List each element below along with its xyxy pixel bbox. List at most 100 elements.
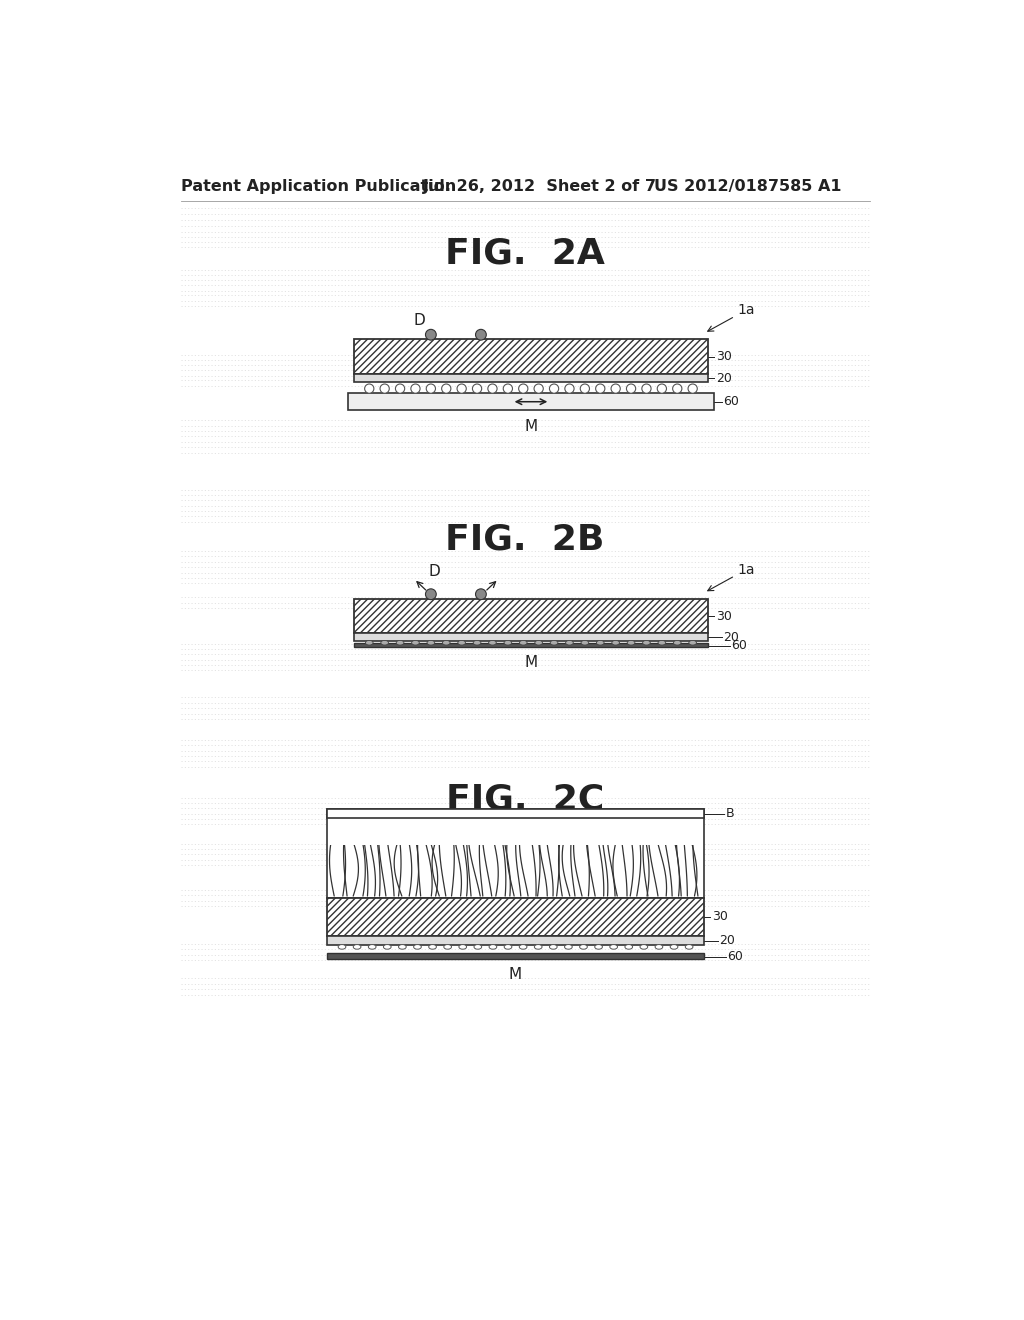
Circle shape (475, 330, 486, 341)
Ellipse shape (443, 945, 452, 949)
Text: 30: 30 (716, 350, 731, 363)
Text: M: M (509, 966, 522, 982)
Ellipse shape (488, 640, 497, 645)
Bar (327, 809, 705, 898)
Text: M: M (524, 655, 538, 671)
Text: 1a: 1a (737, 304, 755, 317)
Circle shape (627, 384, 636, 393)
Ellipse shape (625, 945, 633, 949)
Ellipse shape (353, 945, 360, 949)
Circle shape (425, 589, 436, 599)
Ellipse shape (473, 640, 481, 645)
Text: 1a: 1a (737, 562, 755, 577)
Circle shape (441, 384, 451, 393)
Ellipse shape (519, 945, 527, 949)
Circle shape (535, 384, 544, 393)
Bar (327, 898, 705, 936)
Ellipse shape (580, 945, 588, 949)
Text: FIG.  2B: FIG. 2B (445, 523, 604, 557)
Ellipse shape (396, 640, 403, 645)
Ellipse shape (643, 640, 650, 645)
Bar (354, 643, 708, 647)
Ellipse shape (519, 640, 527, 645)
Ellipse shape (369, 945, 376, 949)
Text: FIG.  2A: FIG. 2A (444, 236, 605, 271)
Text: 30: 30 (712, 911, 728, 924)
Ellipse shape (442, 640, 451, 645)
Bar (354, 634, 708, 642)
Circle shape (411, 384, 420, 393)
Circle shape (365, 384, 374, 393)
Ellipse shape (658, 640, 666, 645)
Ellipse shape (550, 945, 557, 949)
Ellipse shape (535, 640, 543, 645)
Ellipse shape (366, 640, 373, 645)
Text: 20: 20 (720, 935, 735, 948)
Ellipse shape (414, 945, 421, 949)
Circle shape (642, 384, 651, 393)
Ellipse shape (670, 945, 678, 949)
Text: D: D (414, 313, 425, 327)
Text: B: B (726, 807, 734, 820)
Ellipse shape (338, 945, 346, 949)
Ellipse shape (611, 640, 620, 645)
Ellipse shape (535, 945, 542, 949)
Circle shape (518, 384, 528, 393)
Circle shape (395, 384, 404, 393)
Text: 60: 60 (731, 639, 748, 652)
Ellipse shape (581, 640, 589, 645)
Ellipse shape (640, 945, 648, 949)
Ellipse shape (685, 945, 693, 949)
Ellipse shape (565, 640, 573, 645)
Ellipse shape (489, 945, 497, 949)
Circle shape (550, 384, 559, 393)
Ellipse shape (474, 945, 481, 949)
Text: 60: 60 (727, 950, 743, 964)
Ellipse shape (427, 640, 435, 645)
Circle shape (487, 384, 497, 393)
Circle shape (426, 384, 435, 393)
Circle shape (380, 384, 389, 393)
Text: D: D (429, 565, 440, 579)
Circle shape (596, 384, 605, 393)
Ellipse shape (674, 640, 681, 645)
Bar (354, 339, 708, 374)
Ellipse shape (412, 640, 419, 645)
Bar (327, 936, 705, 945)
Circle shape (503, 384, 512, 393)
Ellipse shape (596, 640, 604, 645)
Ellipse shape (383, 945, 391, 949)
Circle shape (581, 384, 590, 393)
Circle shape (457, 384, 466, 393)
Circle shape (688, 384, 697, 393)
Text: Jul. 26, 2012  Sheet 2 of 7: Jul. 26, 2012 Sheet 2 of 7 (423, 180, 657, 194)
Bar (327, 953, 705, 960)
Ellipse shape (381, 640, 388, 645)
Ellipse shape (504, 640, 512, 645)
Ellipse shape (689, 640, 696, 645)
Circle shape (475, 589, 486, 599)
Ellipse shape (610, 945, 617, 949)
Text: FIG.  2C: FIG. 2C (445, 783, 604, 817)
Circle shape (565, 384, 574, 393)
Bar (348, 393, 714, 411)
Ellipse shape (458, 640, 466, 645)
Ellipse shape (429, 945, 436, 949)
Text: Patent Application Publication: Patent Application Publication (180, 180, 456, 194)
Bar (354, 599, 708, 634)
Ellipse shape (655, 945, 663, 949)
Text: 60: 60 (724, 395, 739, 408)
Text: US 2012/0187585 A1: US 2012/0187585 A1 (654, 180, 842, 194)
Ellipse shape (459, 945, 467, 949)
Bar (354, 374, 708, 383)
Text: 20: 20 (724, 631, 739, 644)
Text: 30: 30 (716, 610, 731, 623)
Circle shape (611, 384, 621, 393)
Text: M: M (524, 420, 538, 434)
Ellipse shape (550, 640, 558, 645)
Ellipse shape (504, 945, 512, 949)
Ellipse shape (595, 945, 602, 949)
Bar (327, 809, 705, 818)
Circle shape (657, 384, 667, 393)
Text: 20: 20 (716, 372, 731, 384)
